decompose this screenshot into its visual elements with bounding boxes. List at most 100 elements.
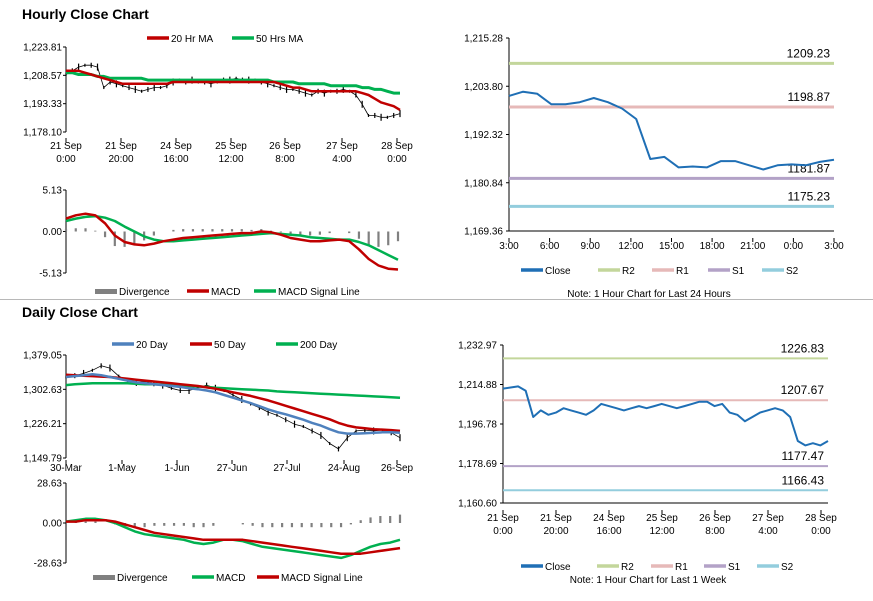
daily-macd-signal-line [66, 518, 401, 555]
hourly-price-y-tick-label: 1,193.33 [23, 99, 62, 110]
hourly-macd-y-tick-label: 0.00 [43, 227, 63, 238]
hourly-sr-y-tick-label: 1,180.84 [464, 178, 503, 189]
daily-sr-level-label-s1: 1177.47 [782, 449, 825, 463]
hourly-sr-legend-r1: R1 [676, 266, 689, 277]
hourly-price-x-tick-label: 21 Sep [50, 141, 82, 152]
hourly-sr-legend-close: Close [545, 266, 571, 277]
hourly-legend-50hr-ma: 50 Hrs MA [256, 34, 304, 45]
hourly-price-x-tick-label: 4:00 [332, 154, 352, 165]
hourly-price-y-tick-label: 1,223.81 [23, 43, 62, 54]
daily-macd-y-tick-label: -28.63 [34, 559, 63, 570]
daily-sr-level-label-s2: 1166.43 [782, 473, 825, 487]
daily-price-x-tick-label: 1-May [108, 463, 136, 474]
hourly-sr-y-tick-label: 1,215.28 [464, 34, 503, 45]
hourly-price-x-tick-label: 16:00 [163, 154, 188, 165]
daily-price-x-tick-label: 1-Jun [164, 463, 189, 474]
hourly-sr-y-tick-label: 1,169.36 [464, 227, 503, 238]
daily-sr-legend-close: Close [545, 562, 571, 573]
daily-200day-line [65, 382, 401, 399]
daily-price-x-tick-label: 30-Mar [50, 463, 82, 474]
hourly-sr-x-tick-label: 3:00 [824, 241, 844, 252]
daily-price-x-tick-label: 26-Sep [381, 463, 414, 474]
hourly-sr-legend-s2: S2 [786, 266, 799, 277]
daily-sr-x-tick-label: 21 Sep [487, 513, 519, 524]
daily-sr-x-tick-label: 0:00 [811, 526, 831, 537]
daily-sr-note: Note: 1 Hour Chart for Last 1 Week [570, 575, 728, 586]
daily-legend-divergence: Divergence [117, 573, 168, 584]
daily-legend-20day: 20 Day [136, 340, 168, 351]
hourly-price-y-tick-label: 1,178.10 [23, 128, 62, 139]
hourly-price-x-tick-label: 24 Sep [160, 141, 192, 152]
daily-sr-x-tick-label: 25 Sep [646, 513, 678, 524]
hourly-sr-x-tick-label: 0:00 [784, 241, 804, 252]
daily-sr-x-tick-label: 28 Sep [805, 513, 837, 524]
daily-legend-divergence-swatch [93, 575, 115, 580]
hourly-price-x-tick-label: 28 Sep [381, 141, 413, 152]
daily-section-title: Daily Close Chart [22, 304, 138, 320]
daily-sr-close-line [502, 385, 829, 447]
hourly-macd-y-tick-label: 5.13 [43, 186, 63, 197]
hourly-price-y-tick-label: 1,208.57 [23, 71, 62, 82]
hourly-sr-note: Note: 1 Hour Chart for Last 24 Hours [567, 289, 730, 300]
daily-macd-y-tick-label: 0.00 [43, 519, 63, 530]
hourly-sr-x-tick-label: 12:00 [618, 241, 643, 252]
hourly-sr-legend-r2: R2 [622, 266, 635, 277]
daily-sr-legend-s2: S2 [781, 562, 794, 573]
daily-20day-line [65, 373, 401, 435]
daily-sr-y-tick-label: 1,214.88 [458, 380, 497, 391]
hourly-50hr-ma-line [66, 71, 400, 95]
daily-sr-legend-r2: R2 [621, 562, 634, 573]
hourly-sr-y-tick-label: 1,192.32 [464, 130, 503, 141]
daily-legend-macd: MACD [216, 573, 245, 584]
daily-sr-x-tick-label: 12:00 [649, 526, 674, 537]
hourly-sr-level-label-r2: 1209.23 [787, 46, 831, 60]
daily-sr-y-tick-label: 1,160.60 [458, 499, 497, 510]
hourly-price-x-tick-label: 12:00 [218, 154, 243, 165]
hourly-price-x-tick-label: 21 Sep [105, 141, 137, 152]
hourly-sr-close-line [508, 90, 835, 171]
daily-price-x-tick-label: 27-Jun [217, 463, 248, 474]
daily-macd-y-tick-label: 28.63 [37, 479, 62, 490]
daily-price-y-tick-label: 1,302.63 [23, 385, 62, 396]
hourly-section-title: Hourly Close Chart [22, 6, 149, 22]
section-divider [0, 299, 873, 300]
daily-sr-x-tick-label: 26 Sep [699, 513, 731, 524]
daily-price-x-tick-label: 27-Jul [273, 463, 300, 474]
hourly-legend-20hr-ma: 20 Hr MA [171, 34, 214, 45]
hourly-legend-divergence: Divergence [119, 287, 170, 298]
hourly-sr-y-tick-label: 1,203.80 [464, 82, 503, 93]
daily-sr-level-label-r1: 1207.67 [781, 383, 825, 397]
hourly-price-x-tick-label: 25 Sep [215, 141, 247, 152]
daily-legend-50day: 50 Day [214, 340, 246, 351]
daily-price-x-tick-label: 24-Aug [328, 463, 360, 474]
daily-price-y-tick-label: 1,379.05 [23, 351, 62, 362]
hourly-20hr-ma-line [66, 69, 401, 111]
hourly-price-x-tick-label: 0:00 [387, 154, 407, 165]
daily-sr-y-tick-label: 1,232.97 [458, 341, 497, 352]
daily-sr-y-tick-label: 1,178.69 [458, 459, 497, 470]
hourly-price-x-tick-label: 8:00 [275, 154, 295, 165]
hourly-sr-level-label-r1: 1198.87 [788, 90, 831, 104]
daily-sr-x-tick-label: 24 Sep [593, 513, 625, 524]
daily-sr-x-tick-label: 0:00 [493, 526, 513, 537]
hourly-legend-divergence-swatch [95, 289, 117, 294]
hourly-price-x-tick-label: 27 Sep [326, 141, 358, 152]
hourly-sr-level-label-s2: 1175.23 [788, 189, 831, 203]
daily-sr-x-tick-label: 16:00 [596, 526, 621, 537]
daily-sr-x-tick-label: 8:00 [705, 526, 725, 537]
hourly-sr-x-tick-label: 21:00 [740, 241, 765, 252]
daily-sr-x-tick-label: 21 Sep [540, 513, 572, 524]
hourly-price-x-tick-label: 26 Sep [269, 141, 301, 152]
hourly-macd-line [65, 212, 399, 271]
daily-legend-200day: 200 Day [300, 340, 337, 351]
daily-sr-x-tick-label: 27 Sep [752, 513, 784, 524]
hourly-sr-x-tick-label: 18:00 [700, 241, 725, 252]
hourly-sr-x-tick-label: 6:00 [540, 241, 560, 252]
hourly-legend-macd-signal: MACD Signal Line [278, 287, 360, 298]
hourly-sr-x-tick-label: 15:00 [659, 241, 684, 252]
daily-legend-macd-signal: MACD Signal Line [281, 573, 363, 584]
hourly-sr-x-tick-label: 9:00 [580, 241, 600, 252]
daily-sr-legend-r1: R1 [675, 562, 688, 573]
daily-sr-y-tick-label: 1,196.78 [458, 420, 497, 431]
